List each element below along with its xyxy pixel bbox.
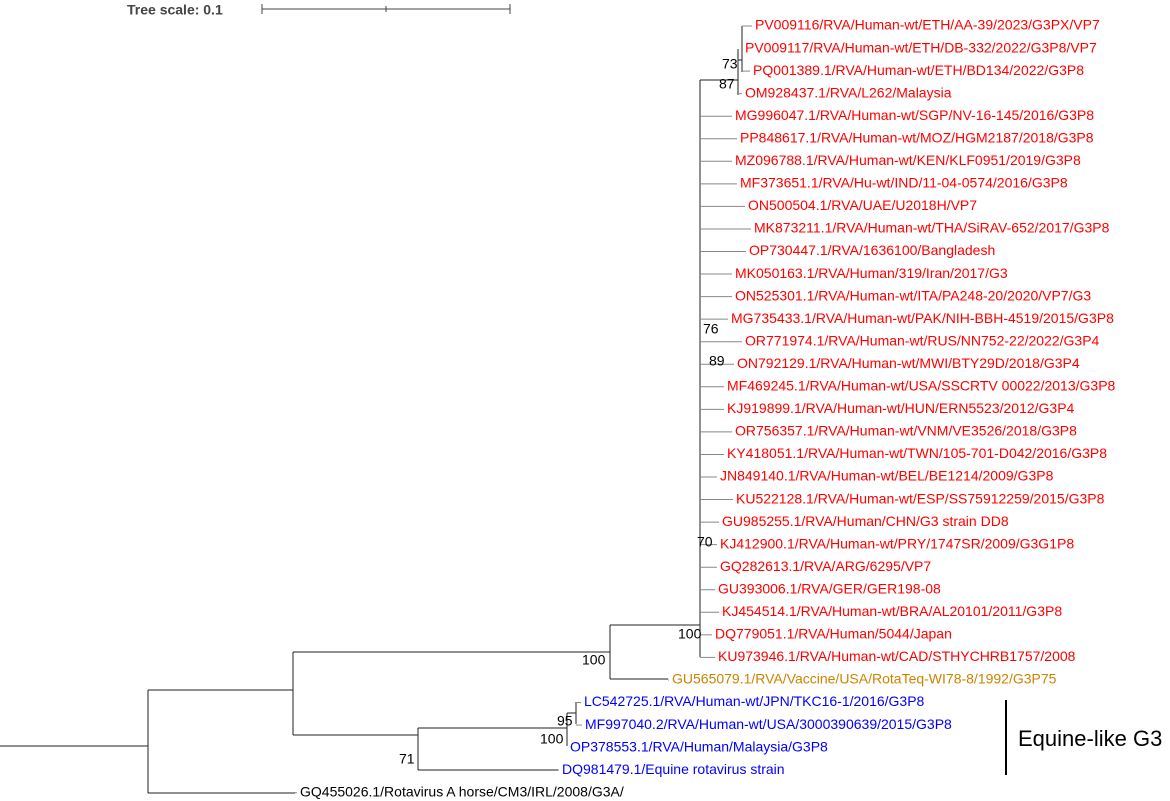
leaf-label: MF469245.1/RVA/Human-wt/USA/SSCRTV 00022…: [727, 378, 1116, 394]
bootstrap-value: 95: [557, 713, 573, 729]
leaf-label: GU985255.1/RVA/Human/CHN/G3 strain DD8: [722, 513, 1009, 529]
leaf-label: GU393006.1/RVA/GER/GER198-08: [718, 580, 941, 596]
bootstrap-value: 76: [703, 321, 719, 337]
leaf-label: GU565079.1/RVA/Vaccine/USA/RotaTeq-WI78-…: [672, 671, 1057, 687]
leaf-label: MG996047.1/RVA/Human-wt/SGP/NV-16-145/20…: [735, 107, 1094, 123]
tree-scale-label: Tree scale: 0.1: [127, 2, 223, 18]
leaf-label: PQ001389.1/RVA/Human-wt/ETH/BD134/2022/G…: [753, 62, 1084, 78]
bootstrap-value: 100: [582, 652, 606, 668]
leaf-label: OP378553.1/RVA/Human/Malaysia/G3P8: [570, 738, 828, 754]
leaf-label: OR771974.1/RVA/Human-wt/RUS/NN752-22/202…: [745, 332, 1100, 348]
bootstrap-value: 100: [540, 731, 564, 747]
leaf-label: MF373651.1/RVA/Hu-wt/IND/11-04-0574/2016…: [740, 175, 1068, 191]
leaf-label: OM928437.1/RVA/L262/Malaysia: [745, 84, 952, 100]
leaf-label: KY418051.1/RVA/Human-wt/TWN/105-701-D042…: [727, 445, 1107, 461]
leaf-label: PV009116/RVA/Human-wt/ETH/AA-39/2023/G3P…: [755, 17, 1100, 33]
bootstrap-value: 89: [709, 353, 725, 369]
bootstrap-value: 100: [678, 626, 702, 642]
bootstrap-value: 87: [719, 76, 735, 92]
bootstrap-value: 73: [722, 56, 738, 72]
leaf-label: KJ454514.1/RVA/Human-wt/BRA/AL20101/2011…: [722, 603, 1062, 619]
leaf-label: GQ282613.1/RVA/ARG/6295/VP7: [720, 558, 931, 574]
leaf-label: PV009117/RVA/Human-wt/ETH/DB-332/2022/G3…: [745, 39, 1097, 55]
bootstrap-value: 70: [697, 534, 713, 550]
leaf-label: ON525301.1/RVA/Human-wt/ITA/PA248-20/202…: [735, 287, 1091, 303]
leaf-label: OP730447.1/RVA/1636100/Bangladesh: [749, 242, 995, 258]
leaf-label: PP848617.1/RVA/Human-wt/MOZ/HGM2187/2018…: [740, 129, 1094, 145]
leaf-label: ON500504.1/RVA/UAE/U2018H/VP7: [748, 197, 977, 213]
clade-label: Equine-like G3: [1018, 726, 1162, 751]
leaf-label: KU522128.1/RVA/Human-wt/ESP/SS75912259/2…: [736, 490, 1105, 506]
leaf-label: LC542725.1/RVA/Human-wt/JPN/TKC16-1/2016…: [584, 693, 925, 709]
leaf-label: MG735433.1/RVA/Human-wt/PAK/NIH-BBH-4519…: [731, 310, 1114, 326]
leaf-label: KU973946.1/RVA/Human-wt/CAD/STHYCHRB1757…: [718, 648, 1076, 664]
bootstrap-value: 71: [399, 751, 415, 767]
leaf-label: KJ412900.1/RVA/Human-wt/PRY/1747SR/2009/…: [720, 535, 1074, 551]
leaf-label: OR756357.1/RVA/Human-wt/VNM/VE3526/2018/…: [735, 423, 1077, 439]
leaf-label: DQ779051.1/RVA/Human/5044/Japan: [715, 626, 952, 642]
leaf-label: MF997040.2/RVA/Human-wt/USA/3000390639/2…: [585, 716, 952, 732]
leaf-label: MK050163.1/RVA/Human/319/Iran/2017/G3: [735, 265, 1008, 281]
leaf-label: MZ096788.1/RVA/Human-wt/KEN/KLF0951/2019…: [735, 152, 1081, 168]
leaf-label: DQ981479.1/Equine rotavirus strain: [562, 761, 785, 777]
leaf-label: GQ455026.1/Rotavirus A horse/CM3/IRL/200…: [300, 783, 624, 799]
branches: [0, 26, 743, 794]
leaf-label: JN849140.1/RVA/Human-wt/BEL/BE1214/2009/…: [720, 468, 1054, 484]
leaf-label: ON792129.1/RVA/Human-wt/MWI/BTY29D/2018/…: [737, 355, 1080, 371]
leaf-label: MK873211.1/RVA/Human-wt/THA/SiRAV-652/20…: [754, 220, 1110, 236]
leaf-label: KJ919899.1/RVA/Human-wt/HUN/ERN5523/2012…: [727, 400, 1075, 416]
scale-bar: [261, 4, 511, 14]
